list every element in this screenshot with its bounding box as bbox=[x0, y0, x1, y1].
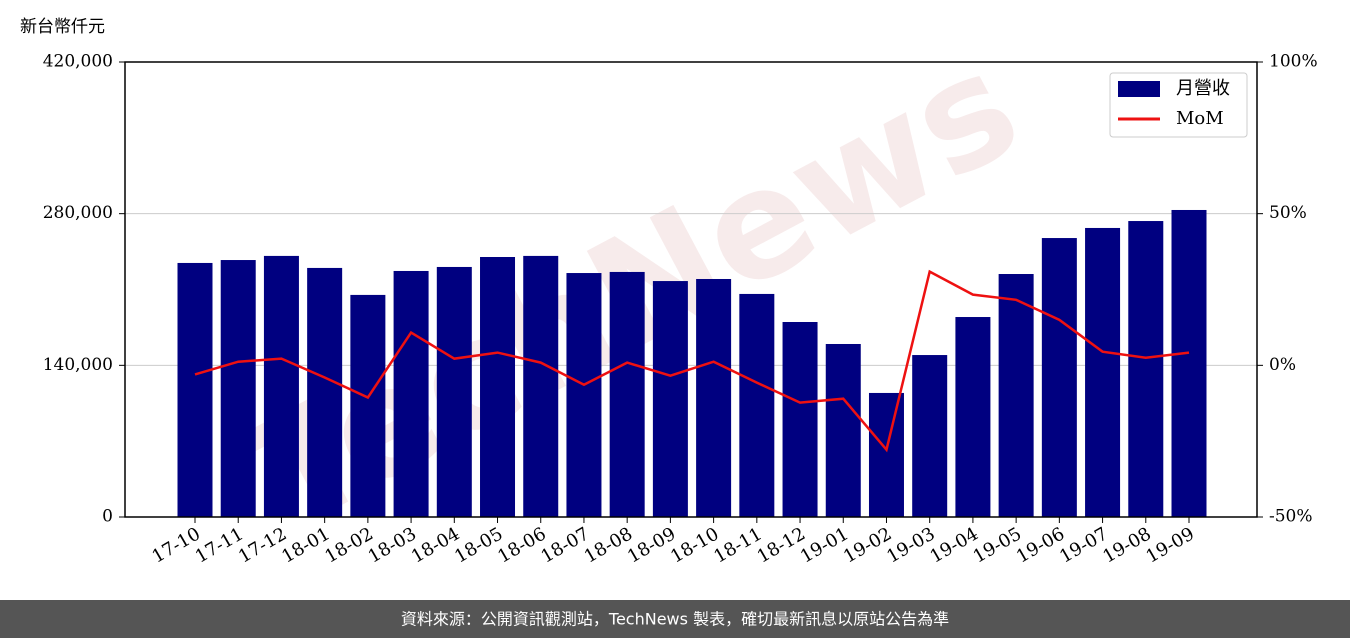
y2-tick-label: 100% bbox=[1269, 52, 1318, 72]
footer: 資料來源：公開資訊觀測站，TechNews 製表，確切最新訊息以原站公告為準 bbox=[401, 610, 949, 629]
legend-label: MoM bbox=[1176, 108, 1224, 129]
plot-frame bbox=[124, 61, 1258, 518]
bar bbox=[609, 271, 645, 517]
bar bbox=[523, 255, 559, 517]
bar bbox=[263, 255, 299, 517]
bar bbox=[912, 355, 948, 517]
x-tick-label: 18-07 bbox=[538, 523, 593, 567]
x-tick-label: 18-06 bbox=[494, 523, 549, 567]
x-tick-label: 19-07 bbox=[1056, 523, 1111, 567]
x-tick-label: 18-08 bbox=[581, 523, 636, 567]
y-tick-label: 420,000 bbox=[43, 52, 113, 72]
x-tick-label: 18-12 bbox=[754, 523, 809, 567]
bar bbox=[1128, 221, 1164, 518]
bar bbox=[436, 266, 472, 517]
x-tick-label: 19-01 bbox=[797, 523, 852, 567]
x-tick-label: 19-09 bbox=[1143, 523, 1198, 567]
bar bbox=[652, 281, 688, 517]
x-tick-label: 17-10 bbox=[149, 523, 204, 567]
legend-label: 月營收 bbox=[1176, 78, 1230, 99]
x-tick-label: 19-06 bbox=[1013, 523, 1068, 567]
x-tick-label: 19-05 bbox=[970, 523, 1025, 567]
bar bbox=[393, 270, 429, 517]
bar bbox=[739, 293, 775, 517]
x-tick-label: 18-09 bbox=[624, 523, 679, 567]
x-tick-label: 19-03 bbox=[883, 523, 938, 567]
bar bbox=[696, 278, 732, 517]
bar bbox=[825, 343, 861, 517]
x-tick-label: 19-02 bbox=[840, 523, 895, 567]
legend-swatch bbox=[1118, 81, 1160, 97]
y-tick-label: 0 bbox=[102, 507, 113, 527]
x-tick-label: 18-03 bbox=[365, 523, 420, 567]
bar bbox=[1085, 227, 1121, 517]
x-tick-label: 17-12 bbox=[235, 523, 290, 567]
bar bbox=[782, 322, 818, 517]
bar bbox=[868, 392, 904, 517]
bar bbox=[1171, 209, 1207, 517]
x-tick-label: 18-10 bbox=[667, 523, 722, 567]
x-tick-label: 17-11 bbox=[192, 523, 247, 567]
x-tick-label: 18-11 bbox=[710, 523, 765, 567]
y2-tick-label: -50% bbox=[1269, 507, 1313, 527]
x-tick-label: 18-05 bbox=[451, 523, 506, 567]
bar bbox=[350, 294, 386, 517]
footer-bar bbox=[0, 600, 1350, 638]
line bbox=[194, 269, 1190, 453]
x-tick-label: 19-04 bbox=[926, 523, 981, 567]
y2-tick-label: 0% bbox=[1269, 355, 1296, 375]
x-tick-label: 18-04 bbox=[408, 523, 463, 567]
y2-tick-label: 50% bbox=[1269, 203, 1307, 223]
bar bbox=[307, 267, 343, 517]
bar bbox=[220, 260, 256, 517]
y-tick-label: 140,000 bbox=[43, 355, 113, 375]
y-axis-label: 新台幣仟元 bbox=[20, 17, 105, 37]
x-tick-label: 19-08 bbox=[1099, 523, 1154, 567]
bar bbox=[1041, 238, 1077, 517]
bar bbox=[480, 257, 516, 517]
bar bbox=[955, 317, 991, 517]
bar bbox=[998, 274, 1034, 517]
y-tick-label: 280,000 bbox=[43, 203, 113, 223]
bar bbox=[566, 273, 602, 517]
bar bbox=[177, 262, 213, 517]
